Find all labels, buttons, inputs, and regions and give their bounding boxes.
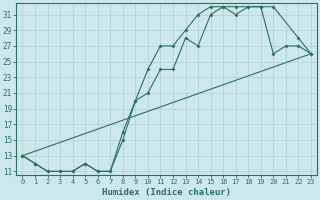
X-axis label: Humidex (Indice chaleur): Humidex (Indice chaleur) <box>102 188 231 197</box>
